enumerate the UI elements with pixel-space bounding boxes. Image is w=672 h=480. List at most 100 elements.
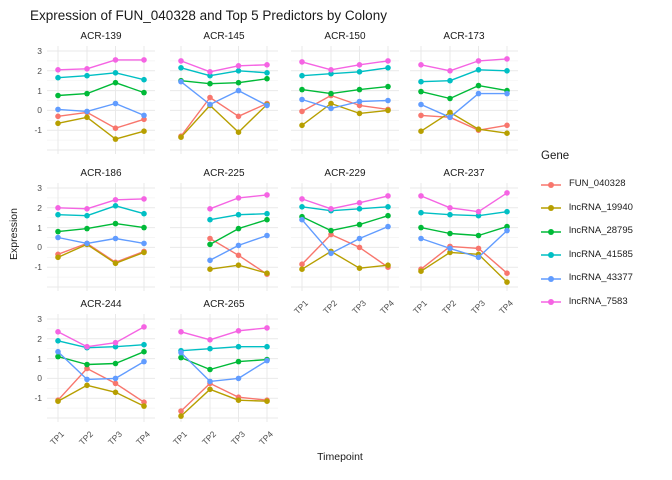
data-point-lncRNA_19940 — [504, 130, 510, 136]
data-point-lncRNA_28795 — [178, 354, 184, 361]
data-point-lncRNA_28795 — [207, 366, 213, 373]
series-line-lncRNA_7583 — [57, 326, 145, 348]
data-point-lncRNA_28795 — [328, 227, 334, 234]
y-tick-label: 1 — [37, 222, 42, 233]
y-tick-label: 1 — [37, 353, 42, 364]
data-point-lncRNA_19940 — [178, 134, 184, 140]
series-line-lncRNA_43377 — [301, 219, 389, 255]
x-tick-label: TP1 — [410, 298, 430, 317]
data-point-lncRNA_43377 — [328, 250, 334, 257]
legend-entry: lncRNA_28795 — [541, 219, 633, 243]
data-point-lncRNA_28795 — [141, 224, 147, 231]
data-point-lncRNA_7583 — [112, 339, 119, 346]
series-line-lncRNA_19940 — [180, 388, 268, 417]
legend-entry: FUN_040328 — [541, 172, 633, 196]
data-point-lncRNA_28795 — [475, 232, 482, 239]
data-point-lncRNA_19940 — [235, 129, 242, 135]
data-point-lncRNA_28795 — [84, 90, 90, 97]
data-point-lncRNA_7583 — [55, 205, 61, 211]
facet-panel-ACR-229 — [291, 183, 399, 291]
data-point-lncRNA_28795 — [84, 361, 90, 368]
facet-strip-ACR-225: ACR-225 — [203, 168, 245, 179]
series-line-lncRNA_19940 — [57, 116, 145, 140]
data-point-FUN_040328 — [112, 125, 119, 131]
x-tick-label: TP2 — [76, 429, 96, 448]
data-point-lncRNA_28795 — [475, 82, 482, 89]
data-point-lncRNA_28795 — [356, 221, 363, 228]
data-point-lncRNA_43377 — [418, 101, 424, 108]
series-line-lncRNA_28795 — [57, 82, 145, 97]
data-point-lncRNA_28795 — [55, 228, 61, 235]
series-line-lncRNA_7583 — [420, 58, 508, 72]
data-point-lncRNA_19940 — [207, 386, 213, 393]
x-axis-label: Timepoint — [317, 451, 363, 463]
data-point-lncRNA_7583 — [264, 192, 270, 198]
y-tick-label: 0 — [37, 242, 42, 253]
data-point-lncRNA_7583 — [418, 193, 424, 199]
legend-key-icon — [541, 225, 561, 237]
data-point-lncRNA_41585 — [299, 72, 305, 79]
data-point-lncRNA_7583 — [356, 200, 363, 206]
data-point-lncRNA_19940 — [504, 279, 510, 285]
facet-strip-ACR-139: ACR-139 — [80, 31, 122, 42]
data-point-lncRNA_19940 — [356, 265, 363, 271]
legend-entry-label: lncRNA_43377 — [569, 272, 633, 284]
data-point-lncRNA_7583 — [447, 68, 453, 74]
data-point-lncRNA_41585 — [418, 209, 424, 216]
data-point-lncRNA_7583 — [207, 337, 213, 343]
data-point-lncRNA_28795 — [418, 88, 424, 95]
y-tick-label: -1 — [34, 262, 42, 273]
data-point-FUN_040328 — [178, 408, 184, 414]
series-line-lncRNA_19940 — [420, 111, 508, 134]
series-line-lncRNA_7583 — [420, 192, 508, 213]
data-point-FUN_040328 — [475, 245, 482, 252]
data-point-lncRNA_7583 — [235, 195, 242, 201]
data-point-lncRNA_43377 — [264, 232, 270, 239]
facet-strip-ACR-145: ACR-145 — [203, 31, 245, 42]
data-point-lncRNA_7583 — [84, 206, 90, 212]
series-line-lncRNA_28795 — [180, 78, 268, 85]
data-point-lncRNA_41585 — [504, 68, 510, 74]
data-point-lncRNA_43377 — [299, 96, 305, 103]
data-point-lncRNA_28795 — [447, 230, 453, 237]
x-tick-label: TP4 — [377, 298, 397, 317]
data-point-lncRNA_7583 — [475, 58, 482, 64]
data-point-lncRNA_7583 — [299, 59, 305, 65]
x-tick-label: TP4 — [496, 298, 516, 317]
facet-panel-ACR-225 — [170, 183, 278, 291]
data-point-lncRNA_43377 — [328, 105, 334, 112]
data-point-lncRNA_43377 — [264, 102, 270, 109]
data-point-lncRNA_7583 — [84, 343, 90, 350]
legend-entry: lncRNA_7583 — [541, 290, 633, 314]
data-point-lncRNA_19940 — [418, 128, 424, 134]
series-line-lncRNA_28795 — [420, 84, 508, 100]
series-line-lncRNA_28795 — [180, 356, 268, 371]
facet-panel-ACR-139 — [47, 46, 155, 154]
series-line-FUN_040328 — [420, 114, 508, 131]
data-point-lncRNA_41585 — [356, 206, 363, 212]
data-point-lncRNA_41585 — [141, 210, 147, 217]
data-point-lncRNA_43377 — [264, 357, 270, 364]
series-line-lncRNA_19940 — [57, 243, 145, 265]
data-point-lncRNA_28795 — [447, 95, 453, 102]
data-point-lncRNA_19940 — [475, 126, 482, 132]
data-point-lncRNA_41585 — [112, 70, 119, 76]
series-line-lncRNA_28795 — [57, 351, 145, 366]
data-point-lncRNA_41585 — [55, 211, 61, 218]
data-point-lncRNA_19940 — [112, 389, 119, 396]
data-point-lncRNA_28795 — [264, 216, 270, 223]
data-point-lncRNA_43377 — [447, 114, 453, 121]
data-point-lncRNA_43377 — [141, 358, 147, 365]
y-tick-label: -1 — [34, 125, 42, 136]
y-tick-label: 0 — [37, 373, 42, 384]
facet-strip-ACR-173: ACR-173 — [443, 31, 485, 42]
legend-entry-label: FUN_040328 — [569, 178, 626, 190]
data-point-lncRNA_7583 — [264, 62, 270, 68]
data-point-lncRNA_7583 — [504, 190, 510, 196]
legend-key-icon — [541, 201, 561, 213]
data-point-lncRNA_41585 — [55, 338, 61, 344]
data-point-lncRNA_19940 — [447, 249, 453, 256]
data-point-lncRNA_28795 — [385, 212, 391, 219]
series-line-lncRNA_43377 — [301, 98, 389, 110]
data-point-lncRNA_41585 — [356, 69, 363, 75]
